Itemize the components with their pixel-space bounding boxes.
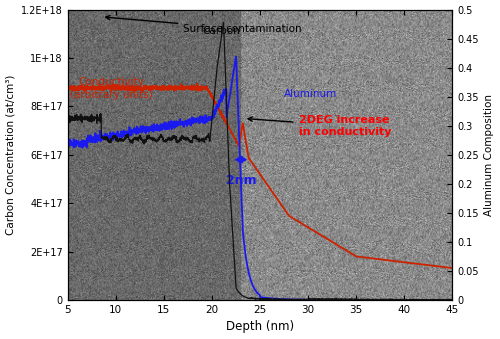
Y-axis label: Aluminum Composition: Aluminum Composition: [484, 94, 494, 216]
X-axis label: Depth (nm): Depth (nm): [226, 320, 294, 334]
Text: Conductivity
(arbitrary units): Conductivity (arbitrary units): [70, 77, 152, 100]
Text: Surface contamination: Surface contamination: [106, 16, 302, 34]
Y-axis label: Carbon Concentration (at/cm³): Carbon Concentration (at/cm³): [6, 75, 16, 235]
Text: 2nm: 2nm: [226, 174, 256, 187]
Text: Aluminum: Aluminum: [284, 89, 338, 99]
Text: Carbon: Carbon: [202, 26, 240, 36]
Text: 2DEG increase
in conductivity: 2DEG increase in conductivity: [248, 115, 391, 137]
